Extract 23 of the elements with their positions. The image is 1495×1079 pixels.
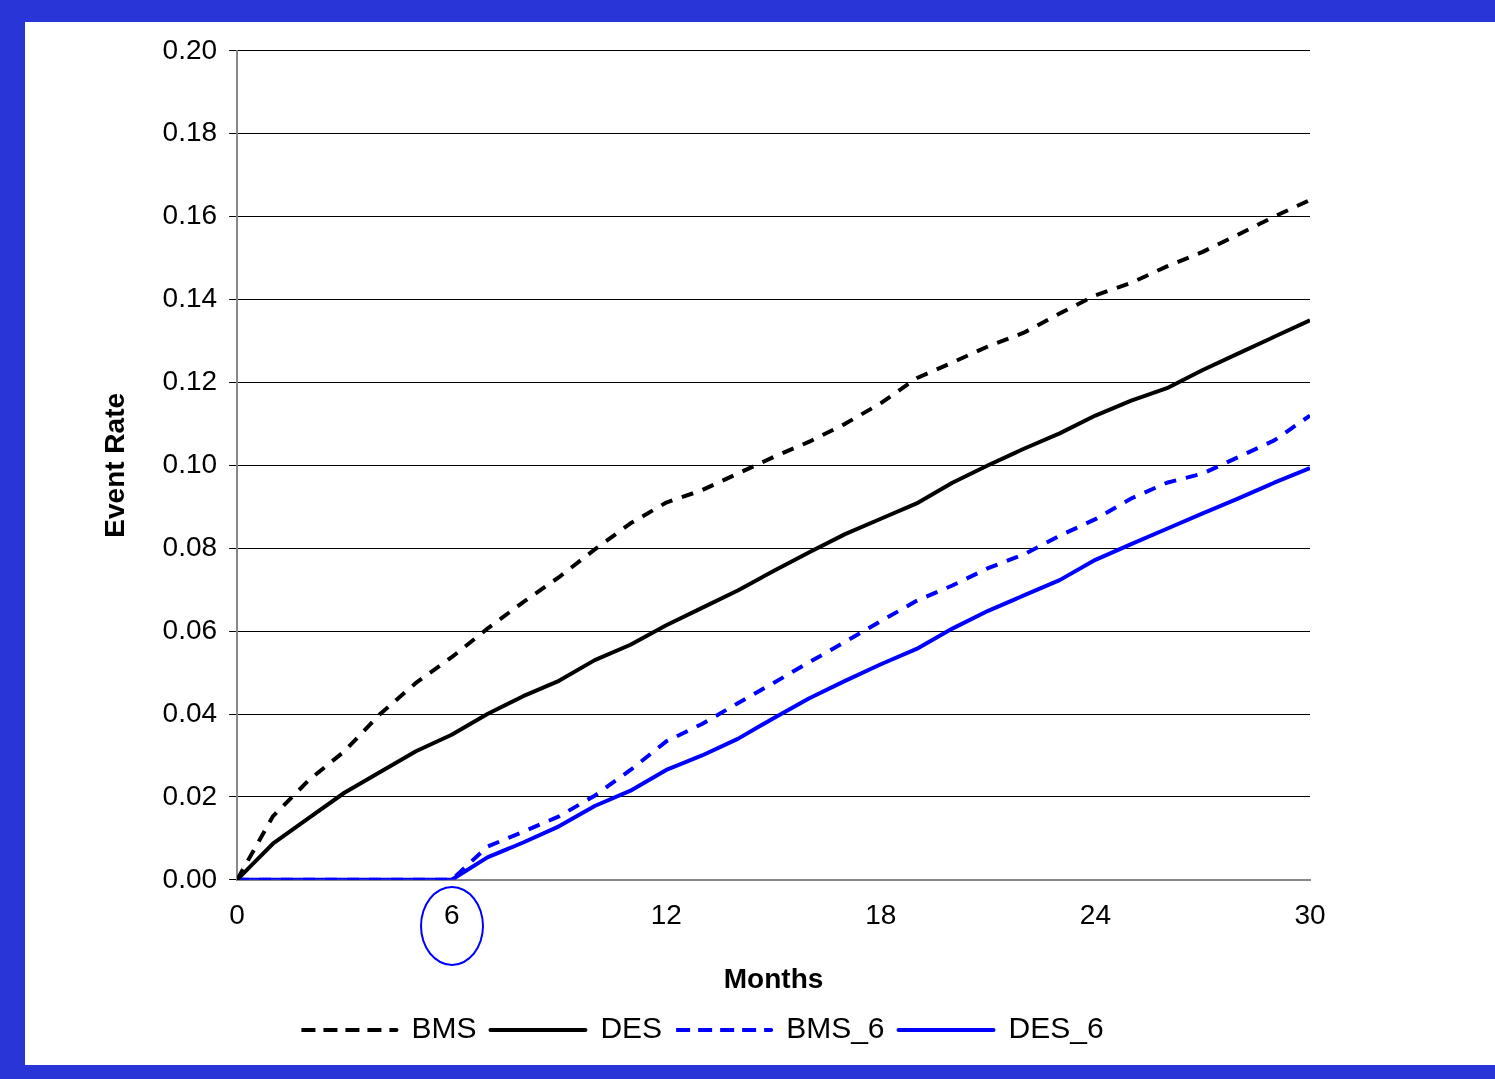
- x-axis-title: Months: [723, 962, 824, 994]
- y-tick-label: 0.16: [162, 199, 218, 231]
- x-tick-label: 18: [865, 899, 897, 931]
- y-tick-label: 0.04: [162, 696, 218, 728]
- x-tick-label: 6: [443, 899, 460, 931]
- y-tick-label: 0.02: [162, 779, 218, 811]
- y-tick-label: 0.20: [162, 33, 218, 65]
- y-tick-label: 0.18: [162, 116, 218, 148]
- legend-label: BMS_6: [786, 1011, 885, 1045]
- y-axis-title: Event Rate: [98, 392, 130, 538]
- x-tick-label: 0: [229, 899, 245, 931]
- x-tick-label: 30: [1294, 899, 1326, 931]
- y-tick-label: 0.06: [162, 613, 218, 645]
- y-tick-label: 0.10: [162, 448, 218, 480]
- y-tick-label: 0.08: [162, 530, 218, 562]
- legend-label: DES: [600, 1011, 663, 1045]
- y-tick-label: 0.12: [162, 365, 218, 397]
- x-tick-label: 12: [650, 899, 682, 931]
- y-tick-label: 0.14: [162, 282, 218, 314]
- y-tick-label: 0.00: [162, 862, 218, 894]
- x-tick-label: 24: [1079, 899, 1111, 931]
- legend-label: DES_6: [1008, 1011, 1104, 1045]
- legend-label: BMS: [411, 1011, 477, 1045]
